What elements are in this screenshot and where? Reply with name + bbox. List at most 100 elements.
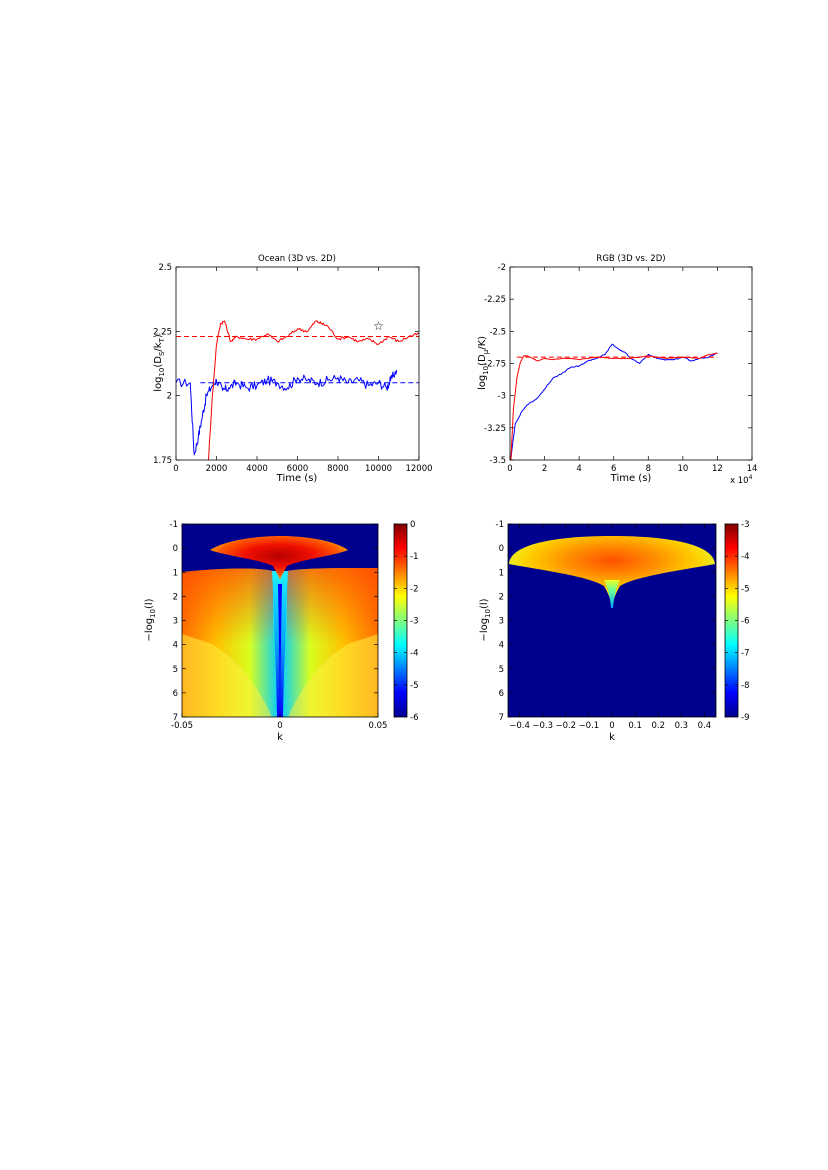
right-heatmap-ylabel: −log10(l) — [479, 598, 492, 641]
colorbar-tick-label: -4 — [410, 649, 418, 659]
y-tick-label: 3 — [499, 617, 504, 627]
ocean-xlabel: Time (s) — [276, 473, 318, 484]
heatmap-top-blob — [210, 536, 348, 580]
ocean-axes-box — [175, 266, 420, 461]
x-tick-label: 0.4 — [698, 721, 712, 731]
left-heatmap-area — [182, 524, 378, 717]
rgb-ticks: 0 2 4 6 8 10 12 14 -3.5 -3.25 -3 -2.75 -2.5 -2.25 -2 — [484, 263, 757, 474]
y-tick-label: 3 — [173, 617, 178, 627]
y-tick-label: 1 — [173, 568, 178, 578]
x-tick-label: 0.3 — [675, 721, 689, 731]
y-tick-label: -1 — [170, 520, 178, 530]
x-tick-label: −0.1 — [579, 721, 600, 731]
x-tick-label: 0 — [609, 721, 614, 731]
x-tick-label: −0.2 — [555, 721, 576, 731]
heatmap-stem-core — [278, 584, 282, 717]
right-heatmap-ticks: −0.4 −0.3 −0.2 −0.1 0 0.1 0.2 0.3 0.4 -1 0 1 2 3 4 5 6 7 — [496, 520, 716, 731]
colorbar-tick-label: -4 — [741, 552, 749, 562]
series-line-1 — [510, 352, 718, 460]
y-tick-label: -2.75 — [484, 360, 506, 370]
y-tick-label: 6 — [499, 689, 504, 699]
rgb-line-panel: RGB (3D vs. 2D) 0 2 4 6 8 10 12 14 -3.5 -3.25 -3 -2… — [477, 254, 757, 486]
y-tick-label: 2 — [173, 592, 178, 602]
ocean-plot-area — [176, 320, 419, 460]
y-tick-label: -3 — [498, 392, 506, 402]
y-tick-label: 1 — [499, 568, 504, 578]
x-tick-label: 10000 — [365, 464, 392, 474]
right-heatmap-xlabel: k — [609, 732, 615, 743]
colorbar-tick-label: -2 — [410, 584, 418, 594]
y-tick-label: 2 — [499, 592, 504, 602]
y-tick-label: -2 — [498, 263, 506, 273]
rgb-axes-box — [509, 266, 753, 461]
left-heatmap-ylabel: −log10(l) — [144, 598, 157, 641]
x-tick-label: 0 — [507, 464, 512, 474]
x-tick-label: 8 — [646, 464, 651, 474]
colorbar-tick-label: -1 — [410, 552, 418, 562]
x-tick-label: −0.3 — [532, 721, 553, 731]
x-tick-label: 4 — [576, 464, 581, 474]
heatmap-right-lower-band — [288, 634, 378, 717]
y-tick-label: -2.5 — [489, 327, 506, 337]
ocean-line-panel: Ocean (3D vs. 2D) 0 2000 4000 6000 8000 10000… — [153, 254, 433, 484]
heatmap-plume-stem — [604, 580, 620, 608]
rgb-ylabel: log10(Dμ/K) — [477, 336, 490, 390]
left-colorbar-ticks: 0 -1 -2 -3 -4 -5 -6 — [394, 520, 418, 723]
rgb-title: RGB (3D vs. 2D) — [596, 254, 665, 264]
heatmap-plume — [509, 536, 715, 606]
y-tick-label: 4 — [173, 641, 178, 651]
x-tick-label: 6 — [611, 464, 616, 474]
y-tick-label: 6 — [173, 689, 178, 699]
x-tick-label: 8000 — [327, 464, 349, 474]
y-tick-label: -3.25 — [484, 424, 506, 434]
rgb-plot-area — [510, 343, 718, 460]
y-tick-label: -2.25 — [484, 295, 506, 305]
x-tick-label: 6000 — [287, 464, 309, 474]
colorbar-tick-label: -5 — [741, 584, 749, 594]
y-tick-label: 5 — [499, 665, 504, 675]
y-tick-label: -1 — [496, 520, 504, 530]
x-tick-label: 4000 — [246, 464, 268, 474]
colorbar-tick-label: -6 — [741, 617, 749, 627]
series-line-0 — [176, 369, 398, 456]
y-tick-label: 7 — [499, 713, 504, 723]
y-tick-label: 0 — [173, 544, 178, 554]
series-line-0 — [510, 343, 718, 459]
heatmap-left-wing-top — [182, 568, 273, 644]
colorbar-tick-label: -5 — [410, 681, 418, 691]
heatmap-right-wing-top — [287, 568, 378, 644]
x-tick-label: 0.1 — [628, 721, 642, 731]
y-tick-label: 7 — [173, 713, 178, 723]
y-tick-label: 2.5 — [158, 263, 172, 273]
x-tick-label: 12 — [712, 464, 723, 474]
x-tick-label: 10 — [677, 464, 688, 474]
right-colorbar-ticks: -3 -4 -5 -6 -7 -8 -9 — [725, 520, 749, 723]
y-tick-label: 2.25 — [153, 327, 172, 337]
x-tick-label: 2 — [542, 464, 547, 474]
y-tick-label: 5 — [173, 665, 178, 675]
x-tick-label: 0.05 — [369, 721, 388, 731]
colorbar-tick-label: -6 — [410, 713, 418, 723]
rgb-x-multiplier: x 104 — [730, 474, 753, 486]
x-tick-label: 0.2 — [651, 721, 665, 731]
y-tick-label: 1.75 — [153, 456, 172, 466]
colorbar-tick-label: -3 — [410, 617, 418, 627]
left-heatmap-xlabel: k — [277, 732, 283, 743]
ocean-spectrum-heatmap: -0.05 0 0.05 -1 0 1 2 3 4 5 6 7 k −log10(l) 0 -1 -2 -3… — [144, 520, 418, 743]
rgb-xlabel: Time (s) — [610, 473, 652, 484]
rgb-spectrum-heatmap: −0.4 −0.3 −0.2 −0.1 0 0.1 0.2 0.3 0.4-101234567 … — [479, 520, 749, 743]
x-tick-label: 14 — [747, 464, 758, 474]
colorbar-tick-label: -8 — [741, 681, 749, 691]
colorbar-tick-label: 0 — [410, 520, 415, 530]
x-tick-label: 0 — [173, 464, 178, 474]
y-tick-label: 4 — [499, 641, 504, 651]
x-tick-label: 0 — [277, 721, 282, 731]
y-tick-label: 2 — [167, 392, 172, 402]
right-heatmap-area — [508, 524, 716, 717]
ocean-star-annotation: ☆ — [373, 319, 384, 333]
ocean-ticks: 0 2000 4000 6000 8000 10000 12000 1.75 2 2.25 2.5 — [153, 263, 432, 474]
left-heatmap-ticks: -0.05 0 0.05 -1 0 1 2 3 4 5 6 7 — [170, 520, 388, 731]
heatmap-left-lower-band — [182, 634, 272, 717]
ocean-ylabel: log10(DS/kT) — [153, 334, 166, 392]
